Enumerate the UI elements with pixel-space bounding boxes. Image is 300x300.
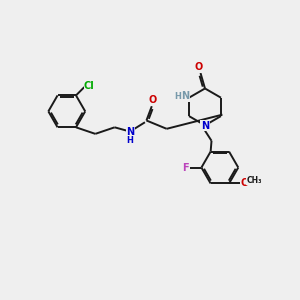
Text: H: H bbox=[127, 136, 134, 145]
Text: H: H bbox=[174, 92, 181, 101]
Text: N: N bbox=[182, 91, 190, 101]
Text: N: N bbox=[126, 127, 134, 137]
Text: O: O bbox=[241, 178, 249, 188]
Text: N: N bbox=[201, 121, 209, 131]
Text: CH₃: CH₃ bbox=[247, 176, 262, 185]
Text: Cl: Cl bbox=[84, 81, 95, 91]
Text: F: F bbox=[182, 163, 189, 172]
Text: O: O bbox=[194, 62, 202, 72]
Text: O: O bbox=[148, 95, 157, 105]
